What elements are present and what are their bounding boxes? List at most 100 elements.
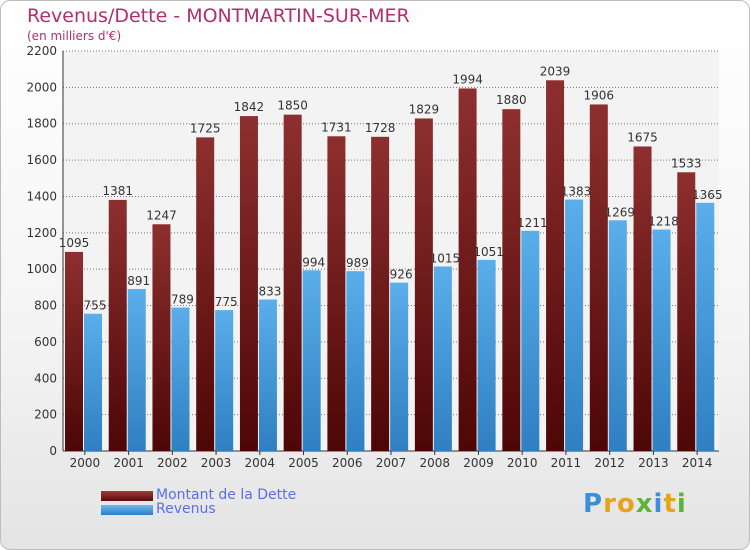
bar-revenus — [258, 299, 277, 451]
x-tick-label: 2013 — [638, 456, 669, 470]
data-label-dette: 1731 — [321, 120, 352, 134]
data-label-revenus: 1269 — [605, 205, 636, 219]
data-label-dette: 1728 — [365, 121, 396, 135]
chart-subtitle: (en milliers d'€) — [27, 29, 122, 43]
x-tick-label: 2014 — [682, 456, 713, 470]
data-label-revenus: 926 — [390, 268, 413, 282]
bar-revenus — [477, 259, 496, 451]
logo-letter: i — [676, 489, 687, 519]
proxiti-logo: Proxiti — [583, 489, 687, 519]
data-label-dette: 1095 — [59, 236, 90, 250]
y-tick-label: 1600 — [26, 153, 57, 167]
x-tick-label: 2001 — [113, 456, 144, 470]
data-label-dette: 1829 — [409, 102, 440, 116]
bar-dette — [327, 136, 346, 452]
data-label-revenus: 891 — [127, 274, 150, 288]
x-tick-label: 2004 — [245, 456, 276, 470]
x-tick-label: 2008 — [419, 456, 450, 470]
bar-dette — [283, 114, 302, 452]
y-tick-label: 200 — [34, 408, 57, 422]
bar-dette — [65, 251, 83, 451]
data-label-dette: 1880 — [496, 93, 527, 107]
x-tick-label: 2000 — [70, 456, 101, 470]
x-tick-label: 2010 — [507, 456, 538, 470]
x-tick-label: 2005 — [288, 456, 319, 470]
bar-dette — [502, 109, 521, 451]
logo-letter: t — [663, 489, 677, 519]
y-tick-label: 2200 — [26, 44, 57, 58]
bar-revenus — [215, 310, 234, 451]
bar-revenus — [696, 202, 715, 451]
logo-letter: o — [616, 489, 636, 519]
bar-dette — [108, 199, 127, 451]
y-tick-label: 600 — [34, 335, 57, 349]
bar-dette — [414, 118, 433, 452]
x-tick-label: 2009 — [463, 456, 494, 470]
data-label-dette: 1675 — [627, 130, 658, 144]
bar-revenus — [302, 270, 321, 451]
legend-swatch-revenus — [101, 505, 153, 515]
data-label-revenus: 1015 — [430, 251, 461, 265]
bar-revenus — [84, 313, 102, 451]
y-tick-label: 0 — [49, 444, 57, 458]
bar-dette — [152, 224, 171, 451]
bar-revenus — [127, 289, 146, 451]
bar-dette — [546, 80, 565, 451]
bar-revenus — [565, 199, 584, 451]
data-label-revenus: 1211 — [517, 216, 548, 230]
logo-letter: i — [653, 489, 664, 519]
bar-revenus — [171, 307, 190, 451]
data-label-revenus: 1365 — [692, 188, 723, 202]
bar-dette — [196, 137, 215, 451]
data-label-dette: 1994 — [452, 72, 483, 86]
data-label-revenus: 833 — [258, 285, 281, 299]
y-tick-label: 400 — [34, 371, 57, 385]
logo-letter: P — [583, 489, 604, 519]
bar-revenus — [346, 271, 365, 451]
logo-letter: r — [603, 489, 617, 519]
bar-dette — [458, 88, 477, 452]
x-tick-label: 2007 — [376, 456, 407, 470]
logo-letter: x — [635, 489, 654, 519]
x-tick-label: 2011 — [551, 456, 582, 470]
data-label-revenus: 775 — [215, 295, 238, 309]
bar-dette — [239, 116, 258, 451]
bar-revenus — [433, 266, 452, 451]
legend-label-revenus: Revenus — [156, 501, 216, 517]
data-label-dette: 1850 — [277, 99, 308, 113]
y-tick-label: 2000 — [26, 80, 57, 94]
data-label-revenus: 755 — [84, 299, 107, 313]
chart-title: Revenus/Dette - MONTMARTIN-SUR-MER — [27, 5, 410, 27]
y-tick-label: 1400 — [26, 189, 57, 203]
data-label-dette: 1381 — [102, 184, 133, 198]
legend-label-dette: Montant de la Dette — [156, 487, 297, 503]
bar-dette — [371, 136, 390, 451]
data-label-dette: 1533 — [671, 156, 702, 170]
data-label-dette: 1906 — [584, 88, 615, 102]
y-tick-label: 800 — [34, 299, 57, 313]
data-label-revenus: 1218 — [648, 215, 679, 229]
legend-swatch-dette — [101, 491, 153, 501]
bar-dette — [677, 172, 696, 452]
y-tick-label: 1000 — [26, 262, 57, 276]
data-label-revenus: 994 — [302, 255, 325, 269]
x-tick-label: 2003 — [201, 456, 232, 470]
x-tick-label: 2012 — [594, 456, 625, 470]
data-label-dette: 1725 — [190, 121, 221, 135]
data-label-dette: 2039 — [540, 64, 571, 78]
y-tick-label: 1200 — [26, 226, 57, 240]
data-label-revenus: 1383 — [561, 185, 592, 199]
data-label-revenus: 989 — [346, 256, 369, 270]
data-label-dette: 1842 — [234, 100, 265, 114]
data-label-revenus: 1051 — [473, 245, 504, 259]
x-tick-label: 2002 — [157, 456, 188, 470]
bar-dette — [633, 146, 652, 452]
data-label-dette: 1247 — [146, 208, 177, 222]
bar-revenus — [521, 230, 540, 451]
bar-revenus — [652, 229, 671, 451]
bar-dette — [589, 104, 608, 452]
data-label-revenus: 789 — [171, 293, 194, 307]
y-tick-label: 1800 — [26, 117, 57, 131]
